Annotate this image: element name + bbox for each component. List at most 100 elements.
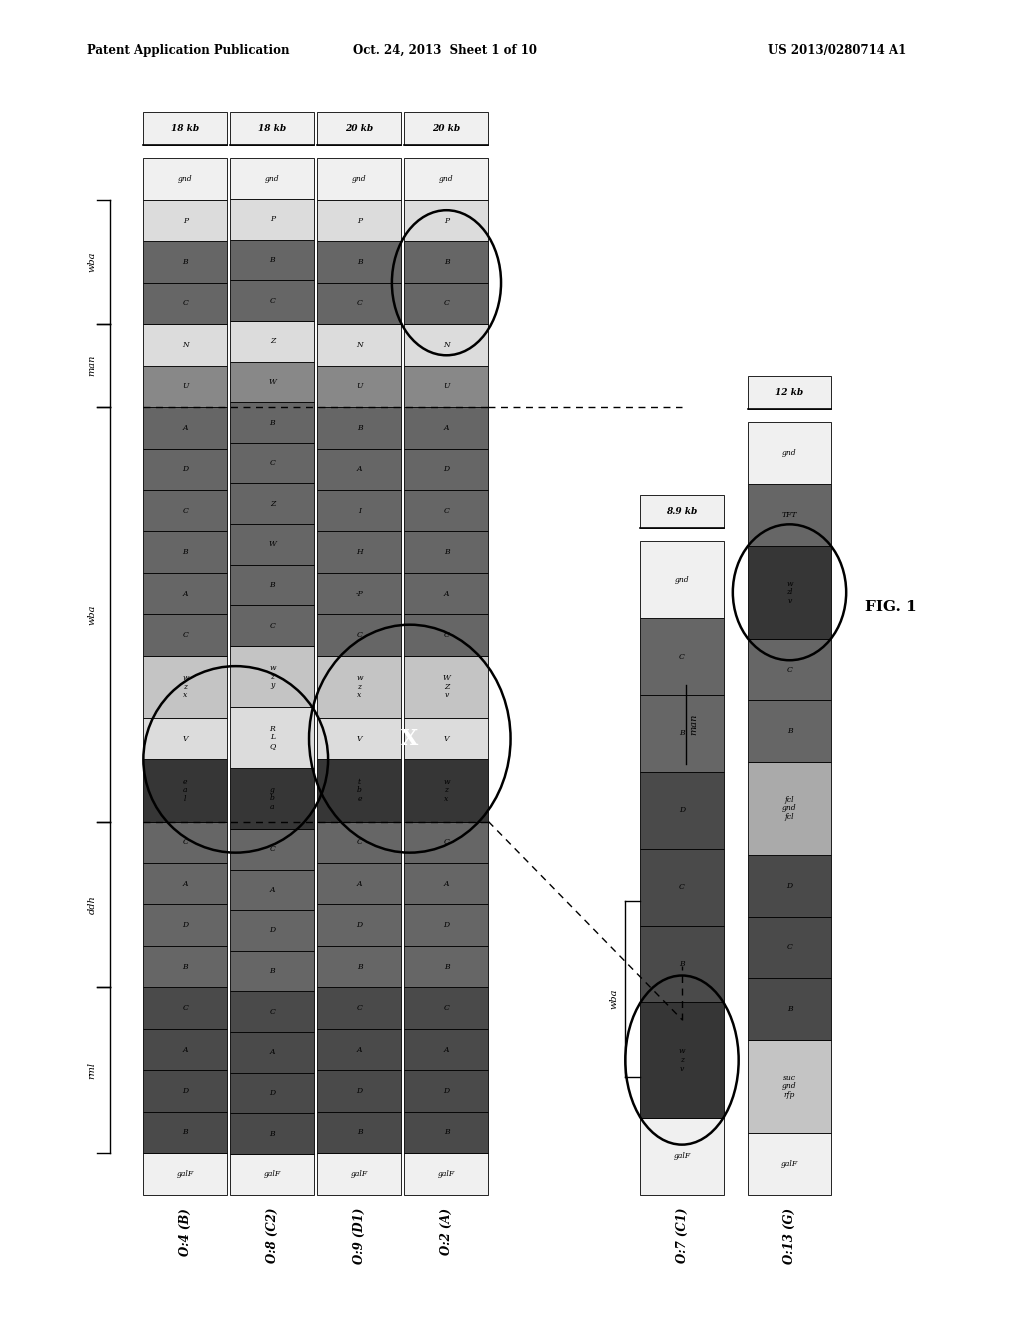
- Bar: [404, 904, 488, 946]
- Text: A: A: [443, 879, 450, 888]
- Text: g
b
a: g b a: [270, 785, 274, 810]
- Text: man: man: [689, 714, 698, 735]
- Text: galF: galF: [674, 1152, 690, 1160]
- Bar: [404, 1028, 488, 1071]
- Bar: [143, 987, 227, 1028]
- Text: D: D: [443, 921, 450, 929]
- Bar: [230, 606, 314, 645]
- Text: V: V: [443, 735, 450, 743]
- Bar: [317, 614, 401, 656]
- Text: B: B: [182, 548, 188, 556]
- Bar: [143, 325, 227, 366]
- Bar: [143, 821, 227, 863]
- Text: gnd: gnd: [782, 449, 797, 457]
- Bar: [404, 1154, 488, 1195]
- Text: P: P: [356, 216, 362, 224]
- Text: 20 kb: 20 kb: [345, 124, 374, 133]
- Text: D: D: [269, 927, 275, 935]
- Bar: [404, 863, 488, 904]
- Bar: [404, 946, 488, 987]
- Text: B: B: [443, 962, 450, 970]
- Text: C: C: [443, 300, 450, 308]
- Bar: [317, 1111, 401, 1154]
- Text: C: C: [356, 838, 362, 846]
- Text: -P: -P: [355, 590, 364, 598]
- Text: wba: wba: [610, 989, 618, 1008]
- Text: wba: wba: [88, 252, 96, 272]
- Bar: [317, 759, 401, 821]
- Bar: [143, 532, 227, 573]
- Text: A: A: [182, 424, 188, 432]
- Text: B: B: [269, 968, 275, 975]
- Text: C: C: [443, 507, 450, 515]
- Bar: [317, 718, 401, 759]
- Text: C: C: [269, 1007, 275, 1016]
- Text: B: B: [679, 960, 685, 968]
- Bar: [230, 403, 314, 442]
- Bar: [404, 366, 488, 407]
- Text: C: C: [356, 300, 362, 308]
- Text: t
b
e: t b e: [357, 777, 361, 803]
- Text: C: C: [182, 507, 188, 515]
- Text: A: A: [182, 1045, 188, 1053]
- Text: B: B: [269, 418, 275, 426]
- Text: B: B: [786, 727, 793, 735]
- Text: B: B: [786, 1006, 793, 1014]
- Text: gnd: gnd: [439, 176, 454, 183]
- Bar: [230, 870, 314, 911]
- Bar: [748, 1040, 831, 1133]
- Text: gnd: gnd: [352, 176, 367, 183]
- Bar: [404, 449, 488, 490]
- Bar: [230, 565, 314, 606]
- Text: B: B: [356, 257, 362, 267]
- Text: C: C: [269, 297, 275, 305]
- Bar: [404, 718, 488, 759]
- Text: R
L
Q: R L Q: [269, 725, 275, 750]
- Bar: [404, 490, 488, 532]
- Text: A: A: [443, 424, 450, 432]
- Text: 18 kb: 18 kb: [171, 124, 200, 133]
- Text: w
z
x: w z x: [443, 777, 450, 803]
- Text: fcl
gnd
fcl: fcl gnd fcl: [782, 796, 797, 821]
- Text: D: D: [443, 465, 450, 474]
- Bar: [748, 855, 831, 916]
- Text: C: C: [443, 1005, 450, 1012]
- Bar: [143, 407, 227, 449]
- Text: galF: galF: [438, 1170, 455, 1177]
- Bar: [317, 242, 401, 282]
- Text: B: B: [356, 1129, 362, 1137]
- Bar: [748, 916, 831, 978]
- Bar: [404, 759, 488, 821]
- Bar: [640, 618, 724, 694]
- Text: 12 kb: 12 kb: [775, 388, 804, 397]
- Text: rml: rml: [88, 1061, 96, 1078]
- Bar: [230, 911, 314, 950]
- Text: U: U: [443, 383, 450, 391]
- Text: O:4 (B): O:4 (B): [179, 1208, 191, 1255]
- Text: A: A: [443, 590, 450, 598]
- Text: B: B: [443, 1129, 450, 1137]
- Bar: [317, 1154, 401, 1195]
- Text: O:9 (D1): O:9 (D1): [353, 1208, 366, 1265]
- Text: C: C: [356, 1005, 362, 1012]
- Bar: [230, 1073, 314, 1113]
- Text: A: A: [182, 879, 188, 888]
- Text: C: C: [269, 459, 275, 467]
- Text: 18 kb: 18 kb: [258, 124, 287, 133]
- Text: C: C: [356, 631, 362, 639]
- Text: W: W: [268, 540, 276, 548]
- Text: C: C: [443, 631, 450, 639]
- Bar: [317, 987, 401, 1028]
- Text: C: C: [269, 622, 275, 630]
- Text: C: C: [443, 838, 450, 846]
- Bar: [230, 442, 314, 483]
- Text: A: A: [182, 590, 188, 598]
- Bar: [230, 362, 314, 403]
- Text: gnd: gnd: [178, 176, 193, 183]
- Bar: [230, 768, 314, 829]
- Text: 8.9 kb: 8.9 kb: [667, 507, 697, 516]
- Bar: [317, 112, 401, 145]
- Bar: [404, 407, 488, 449]
- Bar: [230, 321, 314, 362]
- Text: FIG. 1: FIG. 1: [865, 601, 916, 614]
